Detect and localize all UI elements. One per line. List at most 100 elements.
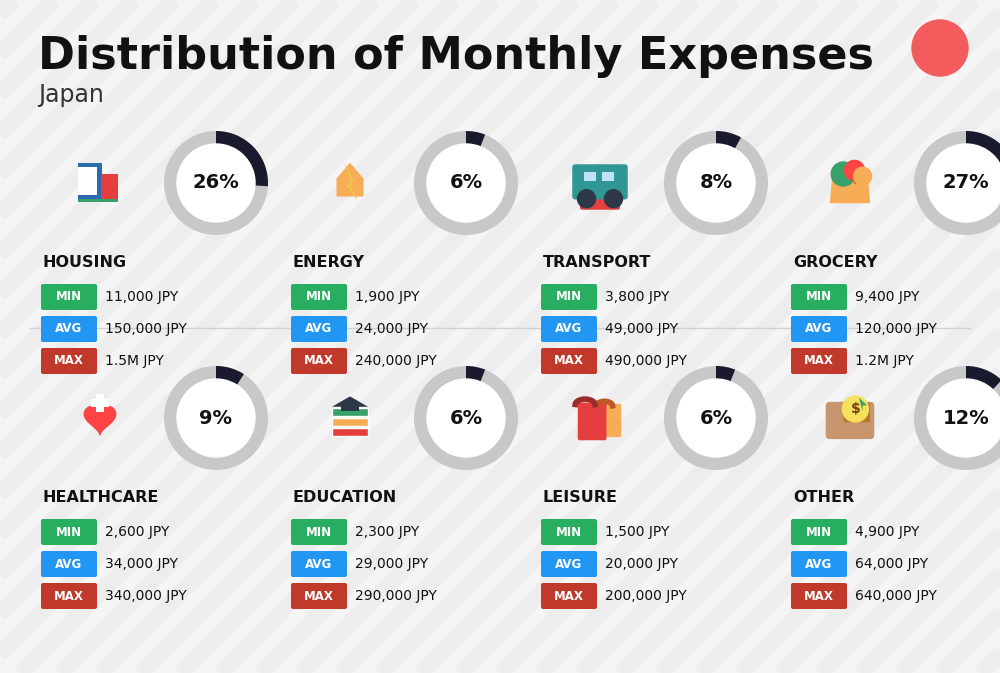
Bar: [332, 428, 368, 436]
Text: 34,000 JPY: 34,000 JPY: [105, 557, 178, 571]
Text: MIN: MIN: [56, 526, 82, 538]
Wedge shape: [664, 131, 768, 235]
Text: AVG: AVG: [305, 557, 333, 571]
Wedge shape: [414, 131, 518, 235]
Text: HEALTHCARE: HEALTHCARE: [43, 490, 159, 505]
Text: EDUCATION: EDUCATION: [293, 490, 397, 505]
Circle shape: [677, 144, 755, 222]
Polygon shape: [344, 163, 358, 201]
Bar: [584, 172, 596, 181]
Text: 2,600 JPY: 2,600 JPY: [105, 525, 169, 539]
Text: 29,000 JPY: 29,000 JPY: [355, 557, 428, 571]
Bar: [87, 176, 97, 186]
Text: MIN: MIN: [556, 291, 582, 304]
Text: OTHER: OTHER: [793, 490, 854, 505]
Text: MAX: MAX: [554, 355, 584, 367]
Wedge shape: [216, 366, 244, 385]
FancyBboxPatch shape: [844, 402, 870, 422]
FancyBboxPatch shape: [791, 348, 847, 374]
FancyBboxPatch shape: [791, 316, 847, 342]
Wedge shape: [164, 366, 268, 470]
Text: 26%: 26%: [193, 174, 239, 192]
FancyBboxPatch shape: [791, 583, 847, 609]
Bar: [332, 418, 368, 426]
Circle shape: [927, 144, 1000, 222]
Bar: [341, 406, 359, 411]
Text: MIN: MIN: [306, 526, 332, 538]
FancyBboxPatch shape: [791, 551, 847, 577]
Text: MIN: MIN: [806, 291, 832, 304]
Text: 3,800 JPY: 3,800 JPY: [605, 290, 669, 304]
FancyBboxPatch shape: [41, 519, 97, 545]
FancyBboxPatch shape: [791, 284, 847, 310]
Text: 640,000 JPY: 640,000 JPY: [855, 589, 937, 603]
Circle shape: [842, 396, 868, 422]
Text: MIN: MIN: [306, 291, 332, 304]
Text: MAX: MAX: [54, 355, 84, 367]
Text: HOUSING: HOUSING: [43, 255, 127, 270]
FancyBboxPatch shape: [541, 348, 597, 374]
FancyBboxPatch shape: [541, 583, 597, 609]
Text: MIN: MIN: [56, 291, 82, 304]
Text: 49,000 JPY: 49,000 JPY: [605, 322, 678, 336]
Circle shape: [578, 190, 596, 208]
Text: 24,000 JPY: 24,000 JPY: [355, 322, 428, 336]
Circle shape: [177, 379, 255, 457]
Bar: [87, 185, 97, 194]
FancyBboxPatch shape: [791, 519, 847, 545]
Bar: [78, 167, 88, 177]
FancyBboxPatch shape: [41, 316, 97, 342]
FancyBboxPatch shape: [572, 164, 628, 199]
Wedge shape: [914, 131, 1000, 235]
Text: MAX: MAX: [304, 590, 334, 602]
Text: 1,500 JPY: 1,500 JPY: [605, 525, 669, 539]
Circle shape: [912, 20, 968, 76]
FancyBboxPatch shape: [291, 316, 347, 342]
FancyBboxPatch shape: [291, 348, 347, 374]
Wedge shape: [216, 131, 268, 186]
Text: MAX: MAX: [804, 355, 834, 367]
Circle shape: [927, 379, 1000, 457]
Circle shape: [177, 144, 255, 222]
Text: 9%: 9%: [200, 409, 232, 427]
Text: AVG: AVG: [555, 557, 583, 571]
FancyBboxPatch shape: [41, 284, 97, 310]
Text: $: $: [851, 402, 860, 416]
Text: Distribution of Monthly Expenses: Distribution of Monthly Expenses: [38, 35, 874, 78]
Text: MAX: MAX: [54, 590, 84, 602]
Bar: [78, 199, 118, 202]
Text: LEISURE: LEISURE: [543, 490, 618, 505]
Bar: [91, 399, 109, 407]
Text: AVG: AVG: [805, 322, 833, 336]
Bar: [332, 408, 368, 416]
Bar: [602, 172, 614, 181]
Polygon shape: [84, 406, 116, 435]
Text: 1.5M JPY: 1.5M JPY: [105, 354, 164, 368]
FancyBboxPatch shape: [541, 519, 597, 545]
Text: 150,000 JPY: 150,000 JPY: [105, 322, 187, 336]
Text: 290,000 JPY: 290,000 JPY: [355, 589, 437, 603]
Bar: [78, 176, 88, 186]
Circle shape: [831, 162, 855, 186]
Text: TRANSPORT: TRANSPORT: [543, 255, 651, 270]
Polygon shape: [332, 396, 368, 406]
Text: 1.2M JPY: 1.2M JPY: [855, 354, 914, 368]
Text: 490,000 JPY: 490,000 JPY: [605, 354, 687, 368]
Text: AVG: AVG: [55, 322, 83, 336]
Polygon shape: [336, 163, 364, 197]
Text: 1,900 JPY: 1,900 JPY: [355, 290, 420, 304]
Text: 6%: 6%: [449, 409, 483, 427]
Text: 120,000 JPY: 120,000 JPY: [855, 322, 937, 336]
Text: 8%: 8%: [699, 174, 733, 192]
Text: MAX: MAX: [804, 590, 834, 602]
Text: 11,000 JPY: 11,000 JPY: [105, 290, 178, 304]
Wedge shape: [716, 131, 741, 149]
Wedge shape: [966, 131, 1000, 190]
Circle shape: [844, 160, 864, 180]
Wedge shape: [164, 131, 268, 235]
Text: 200,000 JPY: 200,000 JPY: [605, 589, 687, 603]
FancyBboxPatch shape: [41, 551, 97, 577]
Text: Japan: Japan: [38, 83, 104, 107]
Text: 20,000 JPY: 20,000 JPY: [605, 557, 678, 571]
FancyBboxPatch shape: [291, 284, 347, 310]
